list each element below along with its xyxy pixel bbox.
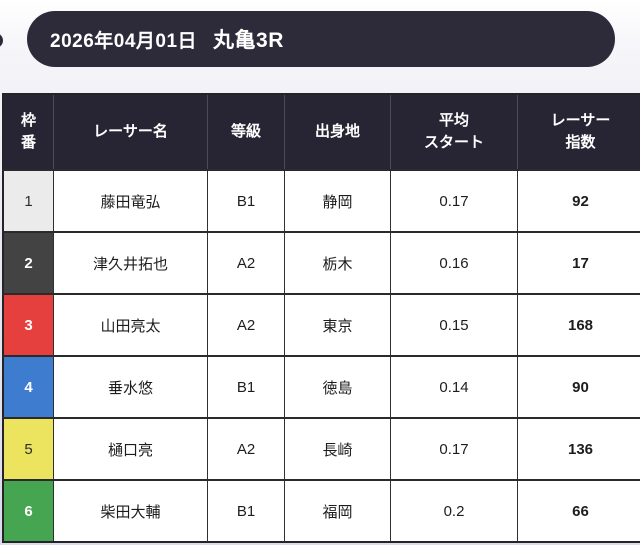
frame-cell: 4 bbox=[2, 355, 54, 419]
grade-cell: A2 bbox=[207, 293, 285, 357]
name-cell: 山田亮太 bbox=[53, 293, 208, 357]
race-table-body: 1 藤田竜弘 B1 静岡 0.17 92 2 津久井拓也 A2 栃木 0.16 17 3 山田亮太 A2 東京… bbox=[2, 169, 640, 543]
table-row: 5 樋口亮 A2 長崎 0.17 136 bbox=[2, 417, 640, 481]
table-row: 4 垂水悠 B1 徳島 0.14 90 bbox=[2, 355, 640, 419]
race-table: 枠 番レーサー名 等級 出身地 平均 スタート レーサー 指数 1 藤田竜弘 B1 静岡 0.1… bbox=[2, 93, 640, 543]
table-row: 2 津久井拓也 A2 栃木 0.16 17 bbox=[2, 231, 640, 295]
race-header-pill: 2026年04月01日 丸亀3R bbox=[27, 11, 615, 67]
birthplace-cell: 栃木 bbox=[284, 231, 391, 295]
frame-cell: 3 bbox=[2, 293, 54, 357]
column-header-birthplace: 出身地 bbox=[284, 93, 391, 171]
avg-start-cell: 0.17 bbox=[390, 169, 518, 233]
index-cell: 136 bbox=[517, 417, 640, 481]
avg-start-cell: 0.2 bbox=[390, 479, 518, 543]
column-header-avg_start: 平均 スタート bbox=[390, 93, 518, 171]
avg-start-cell: 0.15 bbox=[390, 293, 518, 357]
grade-cell: B1 bbox=[207, 169, 285, 233]
grade-cell: B1 bbox=[207, 479, 285, 543]
table-header-row: 枠 番レーサー名 等級 出身地 平均 スタート レーサー 指数 bbox=[2, 93, 640, 171]
index-cell: 92 bbox=[517, 169, 640, 233]
frame-cell: 1 bbox=[2, 169, 54, 233]
table-row: 6 柴田大輔 B1 福岡 0.2 66 bbox=[2, 479, 640, 543]
index-cell: 66 bbox=[517, 479, 640, 543]
grade-cell: A2 bbox=[207, 417, 285, 481]
name-cell: 津久井拓也 bbox=[53, 231, 208, 295]
column-header-frame: 枠 番 bbox=[2, 93, 54, 171]
race-title: 丸亀3R bbox=[213, 29, 284, 52]
birthplace-cell: 長崎 bbox=[284, 417, 391, 481]
birthplace-cell: 東京 bbox=[284, 293, 391, 357]
index-cell: 168 bbox=[517, 293, 640, 357]
name-cell: 藤田竜弘 bbox=[53, 169, 208, 233]
column-header-grade: 等級 bbox=[207, 93, 285, 171]
column-header-index: レーサー 指数 bbox=[517, 93, 640, 171]
table-row: 3 山田亮太 A2 東京 0.15 168 bbox=[2, 293, 640, 357]
avg-start-cell: 0.14 bbox=[390, 355, 518, 419]
table-row: 1 藤田竜弘 B1 静岡 0.17 92 bbox=[2, 169, 640, 233]
grade-cell: A2 bbox=[207, 231, 285, 295]
birthplace-cell: 徳島 bbox=[284, 355, 391, 419]
name-cell: 樋口亮 bbox=[53, 417, 208, 481]
frame-cell: 5 bbox=[2, 417, 54, 481]
column-header-name: レーサー名 bbox=[53, 93, 208, 171]
name-cell: 垂水悠 bbox=[53, 355, 208, 419]
avg-start-cell: 0.16 bbox=[390, 231, 518, 295]
frame-cell: 6 bbox=[2, 479, 54, 543]
partial-pill-left-edge bbox=[0, 33, 3, 48]
birthplace-cell: 福岡 bbox=[284, 479, 391, 543]
index-cell: 90 bbox=[517, 355, 640, 419]
avg-start-cell: 0.17 bbox=[390, 417, 518, 481]
index-cell: 17 bbox=[517, 231, 640, 295]
name-cell: 柴田大輔 bbox=[53, 479, 208, 543]
birthplace-cell: 静岡 bbox=[284, 169, 391, 233]
grade-cell: B1 bbox=[207, 355, 285, 419]
frame-cell: 2 bbox=[2, 231, 54, 295]
race-date: 2026年04月01日 bbox=[50, 30, 198, 52]
